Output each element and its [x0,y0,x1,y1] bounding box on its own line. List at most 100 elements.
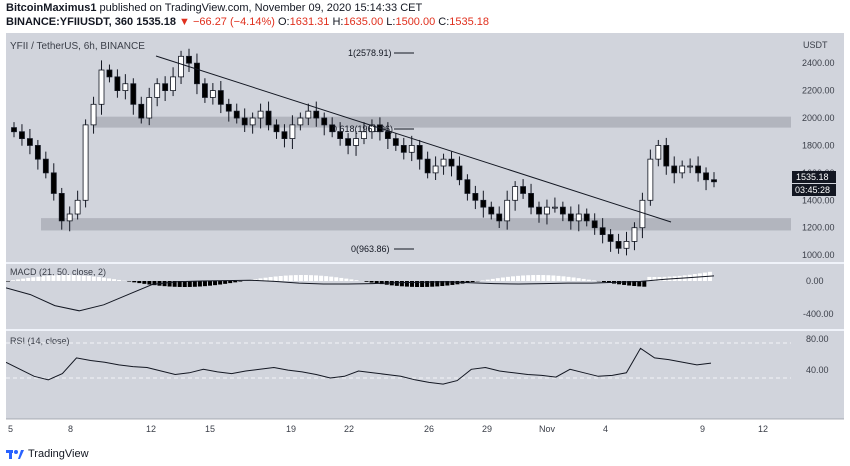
candle-body [488,206,495,215]
macd-histogram-bar [637,281,642,287]
price-change: ▼ −66.27 (−4.14%) [179,16,275,28]
macd-histogram-bar [182,281,187,287]
candle-body [528,193,534,208]
candle-body [114,76,121,91]
macd-histogram-bar [586,279,591,281]
macd-histogram-bar [541,275,546,281]
candle-body [281,131,288,139]
macd-histogram-bar [137,281,142,284]
macd-histogram-bar [309,275,313,281]
rsi-pane[interactable] [6,331,791,419]
macd-histogram-bar [606,281,611,283]
macd-histogram-bar [369,281,374,283]
macd-histogram-bar [51,275,56,281]
candle-body [711,179,717,183]
candle-body [480,199,487,208]
candle-body [361,131,367,139]
candle-body [74,199,81,215]
macd-histogram-bar [425,281,430,287]
macd-histogram-bar [581,278,586,281]
candle-body [50,172,57,194]
candle-body [392,138,399,146]
macd-tick-neg: -400.00 [803,309,834,319]
macd-histogram-bar [172,281,177,287]
macd-histogram-bar [495,278,500,281]
time-axis[interactable] [6,419,844,438]
tradingview-brand[interactable]: TradingView [28,448,89,460]
time-tick-label: 8 [68,424,73,434]
macd-histogram-bar [470,281,475,283]
candle-body [369,124,375,133]
currency-label: USDT [803,40,828,50]
macd-histogram-bar [278,275,283,281]
macd-histogram-bar [379,281,384,285]
macd-histogram-bar [632,281,637,287]
time-tick-label: 29 [482,424,492,434]
macd-histogram-bar [66,275,71,281]
candle-body [432,165,439,174]
candle-body [583,213,590,222]
time-tick-label: 12 [146,424,156,434]
candle-body [544,206,550,215]
macd-histogram-bar [91,276,96,281]
candle-body [27,138,33,146]
fib-label-bottom: 0(963.86) [351,244,390,254]
candle-body [11,127,17,133]
macd-histogram-bar [354,280,359,281]
macd-histogram-bar [647,276,652,281]
candle-body [615,241,622,249]
author-name[interactable]: BitcoinMaximus1 [6,2,97,14]
candle-body [138,103,145,119]
high-value: 1635.00 [343,16,384,28]
price-axis[interactable] [791,33,844,419]
support-zone[interactable] [41,218,791,231]
time-tick-labels: 5 8 12 15 19 22 26 29 Nov 4 9 12 [8,424,768,434]
macd-histogram-bar [86,275,91,281]
macd-histogram-bar [107,278,111,281]
low-label: L: [386,16,396,28]
candle-body [567,213,574,222]
macd-histogram-bar [112,279,117,281]
candle-body [19,131,25,139]
macd-histogram-bar [16,279,21,281]
trading-chart[interactable]: 1(2578.91) 0.618(1961.96) 0(963.86) YFII… [6,33,844,438]
macd-histogram-bar [329,276,334,281]
macd-histogram-bar [420,281,425,287]
price-tick-label: 1000.00 [802,250,835,260]
macd-histogram-bar [167,281,172,287]
candle-body [440,158,447,167]
macd-histogram-bar [561,276,566,281]
macd-histogram-bar [536,275,541,281]
candle-body [496,213,503,222]
candle-body [209,90,216,98]
chart-title: YFII / TetherUS, 6h, BINANCE [10,41,145,52]
candle-body [345,138,351,146]
macd-histogram-bar [213,281,218,286]
resistance-zone[interactable] [94,116,791,128]
candle-body [178,55,184,78]
tradingview-logo-icon[interactable] [6,448,24,460]
macd-histogram-bar [490,278,495,281]
candle-body [384,131,391,139]
macd-pane[interactable] [6,264,791,329]
macd-histogram-bar [202,281,207,287]
candle-body [146,97,153,119]
fib-label-top: 1(2578.91) [348,48,392,58]
high-label: H: [332,16,344,28]
candle-body [575,213,582,222]
macd-histogram-bar [485,279,490,281]
descending-trendline[interactable] [155,55,672,223]
publish-info: BitcoinMaximus1 published on TradingView… [6,2,422,14]
macd-histogram-bar [622,281,627,285]
candle-body [42,158,49,174]
candle-body [313,110,320,119]
candle-body [695,165,701,174]
macd-histogram-bar [546,275,551,281]
macd-histogram-bar [450,281,455,285]
macd-histogram-bar [556,275,561,281]
macd-histogram-bar [147,281,152,285]
candle-body [631,227,638,242]
price-tick-label: 1200.00 [802,223,835,233]
price-tick-label: 1800.00 [802,140,835,150]
macd-histogram-bar [298,275,303,281]
